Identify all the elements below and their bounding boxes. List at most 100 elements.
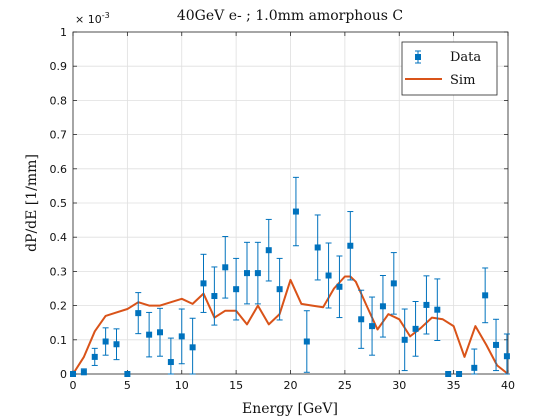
chart-title: 40GeV e- ; 1.0mm amorphous C	[177, 8, 403, 24]
data-marker	[471, 364, 478, 371]
sim-line	[72, 275, 509, 375]
data-point	[379, 275, 386, 338]
y-tick-labels: 0 0.1 0.2 0.3 0.4 0.5 0.6 0.7 0.8 0.9 1	[50, 26, 68, 381]
data-marker	[254, 270, 261, 277]
data-point	[189, 317, 196, 375]
data-point	[325, 242, 332, 309]
data-point	[178, 308, 185, 365]
y-exponent-base: × 10	[75, 13, 102, 26]
data-point	[167, 337, 174, 375]
y-tick-label: 0.1	[50, 334, 68, 347]
x-tick-label: 30	[392, 379, 406, 392]
data-point	[157, 307, 163, 357]
data-point	[456, 371, 463, 377]
data-marker	[423, 301, 430, 308]
data-point	[244, 241, 250, 305]
data-marker	[493, 341, 500, 348]
data-marker	[276, 286, 283, 293]
data-marker	[80, 369, 87, 376]
y-axis-label: dP/dE [1/mm]	[24, 154, 40, 252]
y-tick-label: 0.3	[50, 265, 68, 278]
data-marker	[390, 280, 397, 287]
data-marker	[178, 333, 185, 340]
y-tick-label: 0	[60, 368, 67, 381]
data-marker	[189, 344, 196, 351]
data-marker	[336, 283, 343, 290]
data-point	[482, 267, 489, 324]
data-point	[314, 214, 321, 281]
data-series	[70, 176, 510, 377]
data-point	[336, 255, 343, 319]
data-marker	[91, 353, 98, 360]
y-tick-label: 1	[60, 26, 67, 39]
data-marker	[303, 338, 310, 345]
data-marker	[157, 329, 163, 336]
data-marker	[135, 310, 142, 317]
data-point	[222, 236, 229, 299]
data-marker	[233, 286, 240, 293]
data-marker	[200, 280, 207, 287]
data-point	[358, 289, 365, 349]
data-marker	[503, 353, 510, 360]
sim-series	[72, 275, 509, 375]
data-point	[412, 300, 419, 357]
data-point	[233, 257, 240, 321]
data-point	[292, 176, 299, 247]
data-point	[445, 371, 452, 377]
data-point	[124, 371, 131, 377]
data-point	[91, 347, 98, 366]
y-tick-label: 0.6	[50, 163, 68, 176]
data-point	[369, 296, 376, 356]
legend-sim-label: Sim	[450, 73, 475, 88]
data-marker	[434, 306, 441, 313]
y-tick-label: 0.5	[50, 197, 68, 210]
y-tick-label: 0.8	[50, 94, 68, 107]
x-tick-label: 15	[229, 379, 243, 392]
y-exponent-label: × 10-3	[75, 11, 110, 26]
data-point	[200, 253, 207, 313]
data-point	[146, 311, 153, 358]
data-marker	[265, 247, 272, 254]
x-tick-label: 40	[501, 379, 515, 392]
data-marker	[70, 371, 76, 377]
data-point	[493, 318, 500, 372]
data-marker	[124, 371, 131, 377]
y-tick-label: 0.7	[50, 129, 68, 142]
data-marker	[358, 316, 365, 323]
data-marker	[167, 359, 174, 366]
data-point	[70, 371, 76, 377]
data-marker	[401, 336, 408, 343]
data-point	[276, 257, 283, 321]
data-marker	[325, 272, 332, 279]
legend-data-marker	[415, 54, 421, 60]
x-axis-label: Energy [GeV]	[242, 401, 338, 417]
data-point	[471, 348, 478, 375]
x-tick-label: 25	[338, 379, 352, 392]
data-point	[423, 275, 430, 335]
y-exponent-power: -3	[102, 11, 110, 20]
data-marker	[412, 325, 419, 332]
data-point	[254, 241, 261, 305]
data-point	[211, 266, 218, 326]
data-point	[347, 211, 354, 281]
data-marker	[113, 341, 120, 348]
x-tick-label: 10	[175, 379, 189, 392]
x-tick-labels: 0 5 10 15 20 25 30 35 40	[70, 379, 516, 392]
data-marker	[445, 371, 452, 377]
legend: Data Sim	[401, 41, 498, 96]
data-marker	[244, 270, 250, 277]
x-tick-label: 35	[447, 379, 461, 392]
data-marker	[482, 292, 489, 299]
data-marker	[314, 244, 321, 251]
data-point	[135, 292, 142, 335]
data-marker	[222, 264, 229, 271]
data-point	[434, 278, 441, 341]
data-point	[390, 252, 397, 315]
data-marker	[347, 242, 354, 249]
data-point	[303, 310, 310, 373]
y-tick-label: 0.4	[50, 231, 68, 244]
data-point	[102, 327, 109, 356]
data-marker	[369, 323, 376, 330]
x-tick-label: 5	[124, 379, 131, 392]
